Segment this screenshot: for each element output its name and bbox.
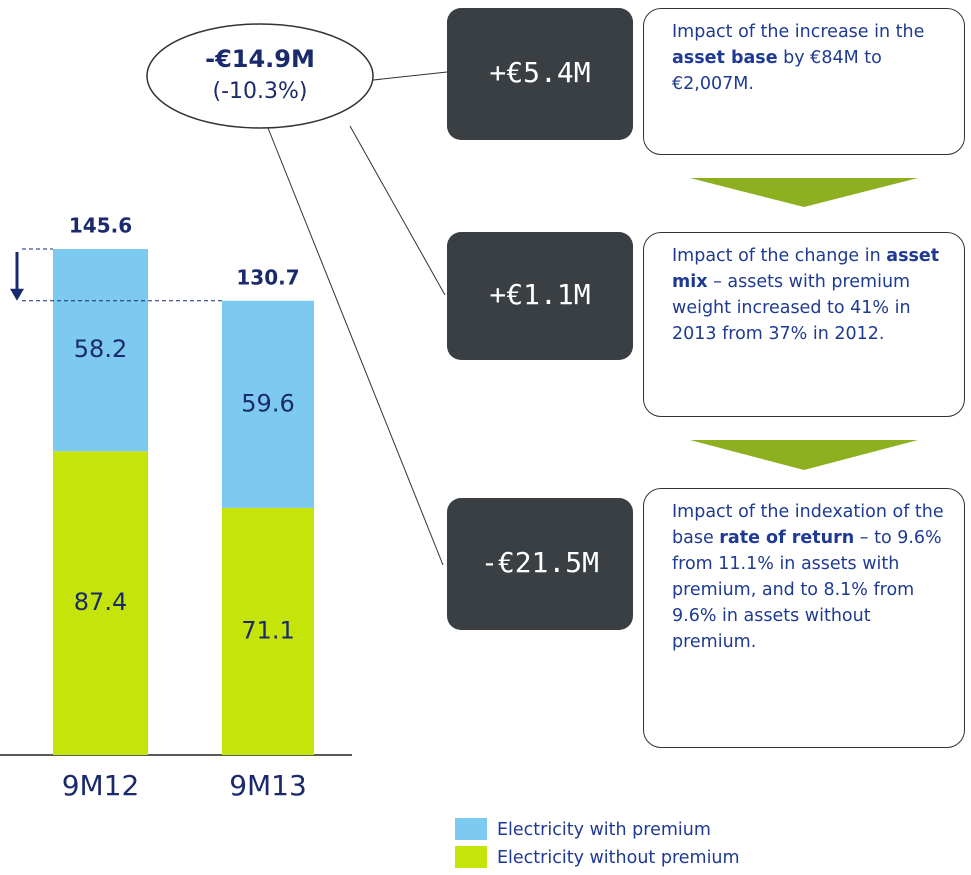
legend-label: Electricity without premium: [497, 848, 740, 868]
value-label: 59.6: [241, 389, 294, 417]
description-text: Impact of the change in: [672, 246, 887, 266]
impact-description: Impact of the increase in the asset base…: [643, 8, 965, 155]
impact-value: -€21.5M: [481, 546, 599, 579]
total-label: 130.7: [236, 265, 299, 289]
impact-value: +€1.1M: [489, 278, 590, 311]
impact-value: +€5.4M: [489, 56, 590, 89]
impact-box: [447, 498, 633, 630]
description-text: asset mix: [672, 246, 940, 292]
impact-description: Impact of the indexation of the base rat…: [643, 488, 965, 748]
flow-arrow: [690, 440, 918, 470]
description-text: Impact of the increase in the: [672, 22, 925, 42]
connector: [349, 125, 446, 296]
category-label: 9M12: [62, 769, 140, 802]
impact-box: [447, 8, 633, 140]
description-text: rate of return: [719, 528, 855, 548]
description-text: – to 9.6% from 11.1% in assets with prem…: [672, 528, 942, 652]
bar-segment: [53, 249, 148, 452]
legend-label: Electricity with premium: [497, 820, 711, 840]
bar-segment: [222, 300, 314, 508]
impact-box: [447, 232, 633, 360]
total-label: 145.6: [69, 214, 132, 238]
decrease-arrow-head: [10, 288, 24, 301]
value-label: 58.2: [74, 335, 127, 363]
legend-swatch: [455, 818, 487, 840]
value-label: 71.1: [241, 616, 294, 644]
category-label: 9M13: [229, 769, 307, 802]
connector: [267, 127, 444, 566]
description-text: by €84M to €2,007M.: [672, 48, 882, 94]
description-text: asset base: [672, 48, 778, 68]
bar-segment: [222, 507, 314, 755]
description-text: – assets with premium weight increased t…: [672, 272, 911, 344]
legend-swatch: [455, 846, 487, 868]
flow-arrow: [690, 178, 918, 207]
change-ellipse: [146, 23, 374, 129]
description-text: Impact of the indexation of the base: [672, 502, 944, 548]
change-percent: (-10.3%): [213, 79, 308, 104]
impact-description: Impact of the change in asset mix – asse…: [643, 232, 965, 417]
value-label: 87.4: [74, 588, 127, 616]
bar-segment: [53, 451, 148, 755]
change-amount: -€14.9M: [205, 45, 315, 73]
